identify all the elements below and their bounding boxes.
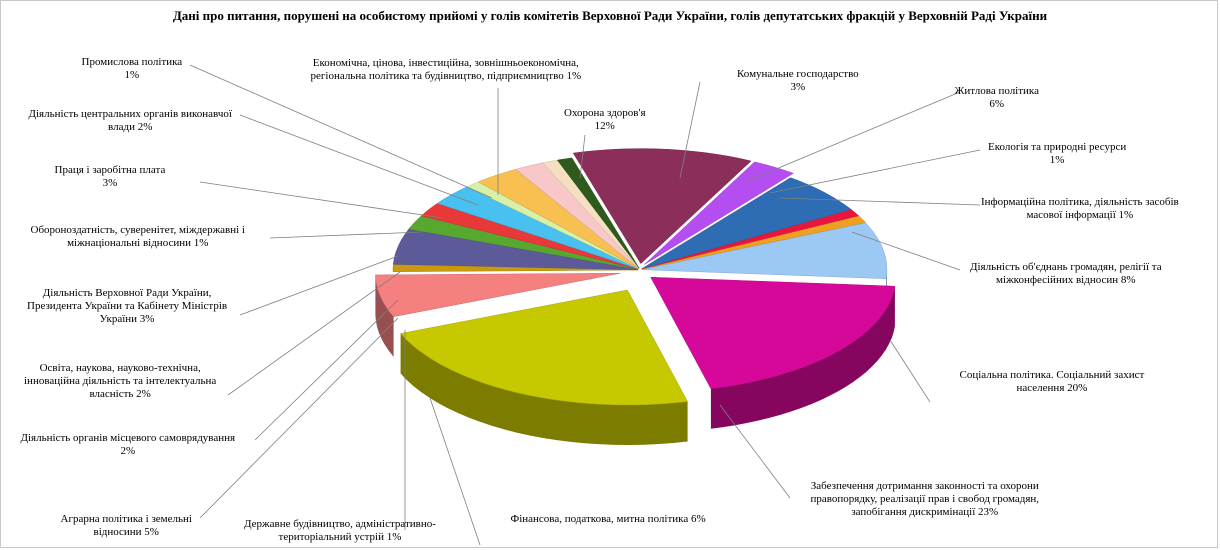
slice-label-line: Обороноздатність, суверенітет, міждержав…	[30, 224, 246, 236]
slice-label-line: інноваційна діяльність та інтелектуальна	[24, 375, 217, 387]
slice-label-line: Соціальна політика. Соціальний захист	[959, 369, 1145, 381]
slice-label-14: Обороноздатність, суверенітет, міждержав…	[31, 224, 246, 250]
slice-label-17: Промислова політика 1%	[82, 56, 183, 82]
slice-label-line: міжнаціональні відносини 1%	[67, 237, 209, 249]
slice-label-line: масової інформації 1%	[1026, 209, 1134, 221]
slice-label-line: України 3%	[99, 313, 155, 325]
slice-label-line: Охорона здоров'я	[564, 107, 646, 119]
slice-label-line: Президента України та Кабінету Міністрів	[27, 300, 228, 312]
pie-slice-3	[641, 209, 860, 270]
slice-label-line: 1%	[124, 69, 140, 81]
pie-slice-16	[515, 162, 640, 269]
pie-slice-7	[400, 289, 688, 406]
slice-label-2: Житлова політика 6%	[955, 85, 1040, 111]
pie-slice-1	[644, 161, 794, 265]
pie-slice-18	[556, 157, 640, 269]
slice-label-line: Аграрна політика і земельні	[60, 513, 192, 525]
slice-label-line: Економічна, цінова, інвестиційна, зовніш…	[312, 57, 579, 69]
slice-label-line: Інформаційна політика, діяльність засобі…	[981, 196, 1179, 208]
leader-line-16	[239, 114, 479, 206]
slice-label-line: 12%	[594, 120, 615, 132]
pie-slice-side-7	[400, 333, 688, 445]
slice-label-1: Комунальне господарство 3%	[737, 68, 859, 94]
leader-line-5	[851, 231, 961, 271]
chart-title: Дані про питання, порушені на особистому…	[172, 8, 1048, 23]
leader-line-2	[744, 91, 961, 183]
slice-label-line: запобігання дискримінації 23%	[851, 506, 999, 518]
slice-label-line: Промислова політика	[81, 56, 183, 68]
slice-label-12: Освіта, наукова, науково-технічна, іннова…	[24, 362, 216, 401]
pie-slice-0	[572, 148, 752, 264]
slice-label-line: Екологія та природні ресурси	[988, 141, 1127, 153]
slice-label-line: Фінансова, податкова, митна політика 6%	[510, 513, 706, 525]
pie-slice-14	[466, 181, 639, 270]
leader-line-4	[779, 197, 981, 206]
slice-label-line: Освіта, наукова, науково-технічна,	[39, 362, 201, 374]
leader-line-12	[227, 271, 401, 396]
pie-slice-17	[542, 159, 640, 269]
leader-line-13	[239, 255, 399, 316]
leader-line-15	[199, 181, 444, 219]
pie-slice-2	[641, 177, 852, 270]
slice-label-line: Діяльність Верховної Ради України,	[42, 287, 212, 299]
leader-line-6	[889, 339, 931, 403]
slice-label-8: Фінансова, податкова, митна політика 6%	[511, 513, 706, 526]
slice-label-line: Діяльність об'єднань громадян, релігії т…	[970, 261, 1162, 273]
slice-label-line: Комунальне господарство	[737, 68, 859, 80]
leader-line-7	[719, 404, 791, 499]
pie-slice-9	[392, 264, 639, 272]
slice-label-18: Економічна, цінова, інвестиційна, зовніш…	[311, 57, 582, 83]
slice-label-5: Діяльність об'єднань громадян, релігії т…	[970, 261, 1162, 287]
slice-label-16: Діяльність центральних органів виконавчо…	[29, 108, 232, 134]
leader-line-8	[429, 397, 481, 546]
slice-label-line: 3%	[102, 177, 118, 189]
slice-label-line: відносини 5%	[93, 526, 159, 538]
leader-line-11	[254, 299, 399, 441]
slice-label-line: власність 2%	[89, 388, 151, 400]
leader-line-17	[189, 64, 493, 199]
slice-label-line: Державне будівництво, адміністративно-	[244, 518, 436, 530]
pie-slice-11	[408, 215, 639, 270]
slice-label-line: влади 2%	[108, 121, 153, 133]
slice-label-line: 6%	[989, 98, 1005, 110]
slice-label-line: населення 20%	[1016, 382, 1088, 394]
slice-label-7: Забезпечення дотримання законності та ох…	[811, 480, 1040, 519]
pie-slice-4	[641, 215, 867, 270]
slice-label-0: Охорона здоров'я 12%	[564, 107, 646, 133]
pie-slice-side-6	[710, 286, 895, 429]
slice-label-line: міжконфесійних відносин 8%	[996, 274, 1136, 286]
slice-label-3: Екологія та природні ресурси 1%	[988, 141, 1126, 167]
slice-label-13: Діяльність Верховної Ради України, Презид…	[27, 287, 227, 326]
pie-slice-5	[641, 222, 888, 279]
leader-line-10	[199, 317, 399, 519]
leader-line-14	[269, 231, 423, 239]
leader-line-0	[579, 134, 586, 179]
slice-label-line: Забезпечення дотримання законності та ох…	[810, 480, 1039, 492]
slice-label-line: Діяльність органів місцевого самоврядува…	[20, 432, 236, 444]
slice-label-11: Діяльність органів місцевого самоврядува…	[21, 432, 236, 458]
leader-line-1	[679, 81, 701, 179]
pie-slice-10	[393, 229, 639, 270]
slice-label-6: Соціальна політика. Соціальний захист нас…	[960, 369, 1145, 395]
slice-label-line: Праця і заробітна плата	[54, 164, 166, 176]
leader-line-3	[769, 149, 981, 194]
slice-label-line: правопорядку, реалізації прав і свобод г…	[810, 493, 1040, 505]
slice-label-line: 3%	[790, 81, 806, 93]
slice-label-line: 2%	[120, 445, 136, 457]
slice-label-line: територіальний устрій 1%	[278, 531, 402, 543]
pie-slice-8	[375, 272, 621, 317]
slice-label-line: регіональна політика та будівництво, під…	[310, 70, 582, 82]
slice-label-10: Аграрна політика і земельні відносини 5%	[61, 513, 192, 539]
slice-label-9: Державне будівництво, адміністративно-те…	[244, 518, 436, 544]
slice-label-15: Праця і заробітна плата 3%	[55, 164, 166, 190]
pie-slice-6	[650, 276, 896, 389]
slice-label-4: Інформаційна політика, діяльність засобі…	[981, 196, 1179, 222]
slice-label-line: Діяльність центральних органів виконавчо…	[28, 108, 232, 120]
pie-slice-15	[477, 169, 639, 269]
slice-label-line: Житлова політика	[954, 85, 1040, 97]
slice-label-line: 1%	[1049, 154, 1065, 166]
